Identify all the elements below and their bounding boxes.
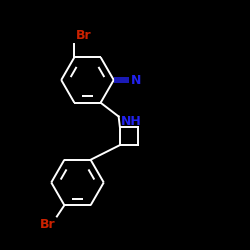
Text: Br: Br [40, 218, 56, 231]
Text: NH: NH [120, 115, 141, 128]
Text: Br: Br [76, 29, 91, 42]
Text: N: N [131, 74, 141, 86]
